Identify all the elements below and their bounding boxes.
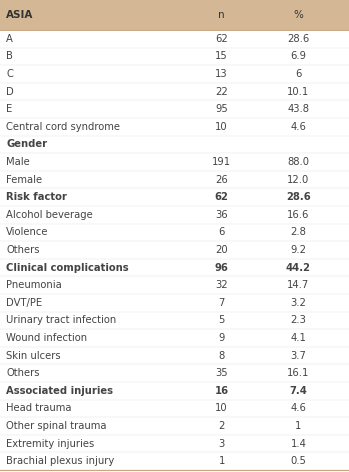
Text: 62: 62 <box>215 192 229 202</box>
Text: 95: 95 <box>215 104 228 114</box>
Text: 5: 5 <box>218 315 225 325</box>
Text: %: % <box>294 10 303 20</box>
Text: Urinary tract infection: Urinary tract infection <box>6 315 117 325</box>
Text: 4.6: 4.6 <box>290 404 306 413</box>
Text: D: D <box>6 86 14 97</box>
Text: 0.5: 0.5 <box>290 456 306 466</box>
Text: 15: 15 <box>215 51 228 61</box>
Text: 1: 1 <box>295 421 302 431</box>
Text: 96: 96 <box>215 262 229 273</box>
Text: 62: 62 <box>215 34 228 44</box>
Text: 28.6: 28.6 <box>286 192 311 202</box>
Text: Associated injuries: Associated injuries <box>6 386 113 396</box>
Text: Other spinal trauma: Other spinal trauma <box>6 421 107 431</box>
Text: 191: 191 <box>212 157 231 167</box>
Text: Central cord syndrome: Central cord syndrome <box>6 122 120 132</box>
Text: 4.6: 4.6 <box>290 122 306 132</box>
Text: 32: 32 <box>215 280 228 290</box>
Text: 1: 1 <box>218 456 225 466</box>
Text: 43.8: 43.8 <box>287 104 310 114</box>
Bar <box>0 0 349 30</box>
Text: 3.2: 3.2 <box>290 298 306 308</box>
Text: C: C <box>6 69 13 79</box>
Text: 44.2: 44.2 <box>286 262 311 273</box>
Text: 9.2: 9.2 <box>290 245 306 255</box>
Text: Others: Others <box>6 245 40 255</box>
Text: 88.0: 88.0 <box>287 157 310 167</box>
Text: 7: 7 <box>218 298 225 308</box>
Text: 35: 35 <box>215 368 228 378</box>
Text: Female: Female <box>6 175 43 185</box>
Text: 16.1: 16.1 <box>287 368 310 378</box>
Text: 16: 16 <box>215 386 229 396</box>
Text: Alcohol beverage: Alcohol beverage <box>6 210 93 220</box>
Text: Brachial plexus injury: Brachial plexus injury <box>6 456 114 466</box>
Text: 6: 6 <box>218 228 225 237</box>
Text: Clinical complications: Clinical complications <box>6 262 129 273</box>
Text: 1.4: 1.4 <box>290 438 306 448</box>
Text: 6.9: 6.9 <box>290 51 306 61</box>
Text: Others: Others <box>6 368 40 378</box>
Text: ASIA: ASIA <box>6 10 34 20</box>
Text: Gender: Gender <box>6 139 47 150</box>
Text: 28.6: 28.6 <box>287 34 310 44</box>
Text: 6: 6 <box>295 69 302 79</box>
Text: 20: 20 <box>215 245 228 255</box>
Text: 12.0: 12.0 <box>287 175 310 185</box>
Text: Wound infection: Wound infection <box>6 333 87 343</box>
Text: 16.6: 16.6 <box>287 210 310 220</box>
Text: 14.7: 14.7 <box>287 280 310 290</box>
Text: Head trauma: Head trauma <box>6 404 72 413</box>
Text: 22: 22 <box>215 86 228 97</box>
Text: B: B <box>6 51 13 61</box>
Text: Risk factor: Risk factor <box>6 192 67 202</box>
Text: A: A <box>6 34 13 44</box>
Text: Violence: Violence <box>6 228 49 237</box>
Text: E: E <box>6 104 13 114</box>
Text: Pneumonia: Pneumonia <box>6 280 62 290</box>
Text: 9: 9 <box>218 333 225 343</box>
Text: 3: 3 <box>218 438 225 448</box>
Text: 8: 8 <box>218 351 225 361</box>
Text: 26: 26 <box>215 175 228 185</box>
Text: 10: 10 <box>215 122 228 132</box>
Text: Male: Male <box>6 157 30 167</box>
Text: 36: 36 <box>215 210 228 220</box>
Text: DVT/PE: DVT/PE <box>6 298 43 308</box>
Text: 2.3: 2.3 <box>290 315 306 325</box>
Text: 4.1: 4.1 <box>290 333 306 343</box>
Text: 2: 2 <box>218 421 225 431</box>
Text: 10.1: 10.1 <box>287 86 310 97</box>
Text: 3.7: 3.7 <box>290 351 306 361</box>
Text: 13: 13 <box>215 69 228 79</box>
Text: n: n <box>218 10 225 20</box>
Text: Skin ulcers: Skin ulcers <box>6 351 61 361</box>
Text: 7.4: 7.4 <box>289 386 307 396</box>
Text: 2.8: 2.8 <box>290 228 306 237</box>
Text: Extremity injuries: Extremity injuries <box>6 438 95 448</box>
Text: 10: 10 <box>215 404 228 413</box>
